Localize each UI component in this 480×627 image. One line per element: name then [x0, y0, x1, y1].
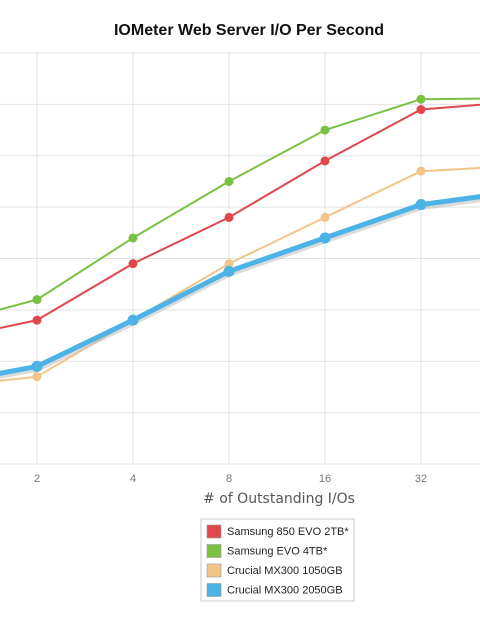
series-layer: [0, 94, 480, 382]
legend-label: Crucial MX300 2050GB: [227, 585, 343, 597]
data-point: [32, 295, 42, 305]
series-2: [0, 94, 480, 311]
legend-item: Samsung 850 EVO 2TB*: [206, 524, 349, 539]
series-line-shadow: [0, 195, 480, 379]
data-point: [416, 105, 426, 115]
x-tick-label: 16: [319, 473, 331, 485]
data-point: [416, 94, 426, 104]
x-tick-labels: 1248163264: [34, 473, 427, 485]
data-point: [224, 259, 234, 269]
legend-label: Crucial MX300 1050GB: [227, 565, 343, 577]
legend: Samsung 850 EVO 2TB* Samsung EVO 4TB* Cruc…: [200, 518, 355, 602]
legend-label: Samsung 850 EVO 2TB*: [227, 526, 349, 538]
legend-swatch: [206, 544, 222, 558]
data-point: [32, 372, 42, 382]
data-point: [416, 166, 426, 176]
data-point: [320, 156, 330, 166]
series-line: [0, 103, 480, 330]
legend-swatch: [206, 524, 222, 539]
legend-item: Crucial MX300 2050GB: [206, 583, 343, 597]
data-point: [319, 232, 331, 244]
legend-item: Samsung EVO 4TB*: [206, 544, 328, 558]
x-axis-label: # of Outstanding I/Os: [203, 491, 355, 507]
chart-title: IOMeter Web Server I/O Per Second: [114, 22, 384, 39]
data-point: [224, 176, 234, 186]
data-point: [223, 265, 235, 277]
data-point: [32, 315, 42, 325]
x-tick-label: 8: [226, 473, 232, 485]
x-tick-label: 4: [130, 473, 136, 485]
legend-item: Crucial MX300 1050GB: [206, 563, 343, 578]
data-point: [31, 360, 43, 372]
data-point: [224, 212, 234, 222]
data-point: [128, 259, 138, 269]
series-1: [0, 103, 480, 330]
legend-swatch: [206, 583, 222, 597]
legend-box: [200, 518, 355, 602]
data-point: [320, 212, 330, 222]
legend-swatch: [206, 563, 222, 578]
x-tick-label: 2: [34, 473, 40, 485]
data-point: [127, 314, 139, 326]
legend-label: Samsung EVO 4TB*: [227, 546, 328, 558]
data-point: [128, 233, 138, 243]
data-point: [320, 125, 330, 135]
x-tick-label: 32: [415, 473, 427, 485]
data-point: [415, 199, 427, 211]
series-4: [0, 194, 480, 379]
